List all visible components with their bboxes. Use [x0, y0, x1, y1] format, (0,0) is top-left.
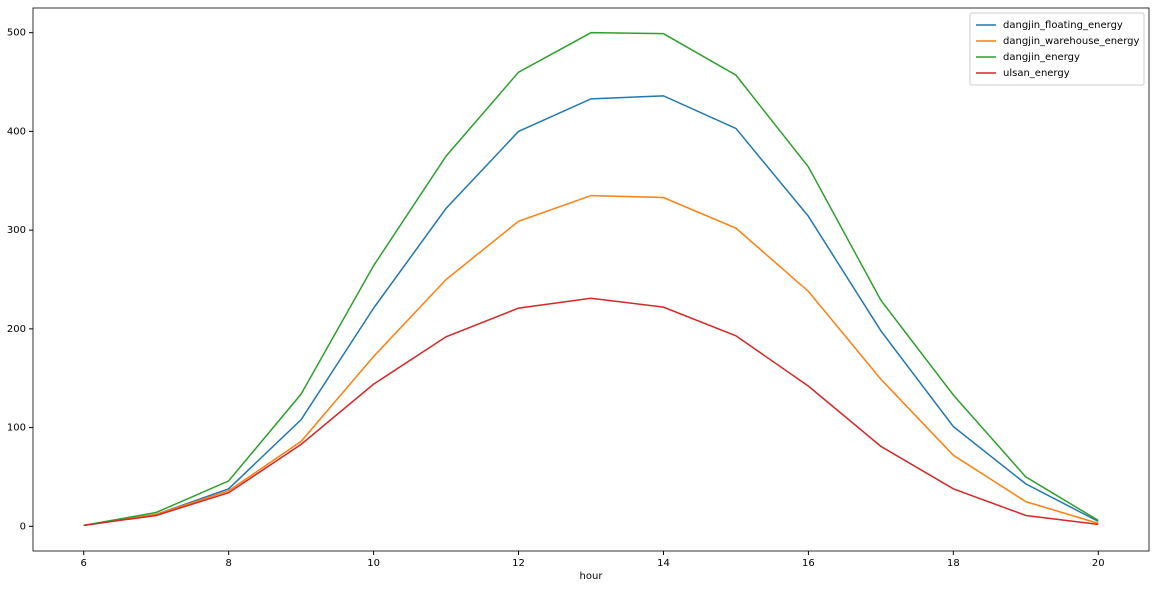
y-tick-label: 400 [7, 126, 26, 137]
legend-box [969, 12, 1145, 86]
y-tick-label: 500 [7, 28, 26, 39]
y-tick-label: 100 [7, 423, 26, 434]
series-line [83, 194, 1099, 527]
series-line [83, 95, 1099, 527]
x-tick-label: 16 [802, 558, 815, 569]
series-line [83, 31, 1099, 527]
y-tick-label: 300 [7, 225, 26, 236]
x-tick-label: 6 [81, 558, 87, 569]
y-tick-label: 0 [20, 521, 26, 532]
plot-frame [32, 7, 1150, 552]
y-tick-label: 200 [7, 324, 26, 335]
x-tick-label: 18 [947, 558, 960, 569]
legend-label: dangjin_floating_energy [1003, 20, 1123, 31]
x-tick-label: 12 [512, 558, 525, 569]
x-axis-label: hour [580, 571, 604, 582]
x-tick-label: 14 [657, 558, 670, 569]
legend: dangjin_floating_energy dangjin_warehouse… [969, 12, 1145, 86]
legend-label: dangjin_energy [1003, 52, 1080, 63]
legend-label: dangjin_warehouse_energy [1003, 36, 1139, 47]
legend-label: ulsan_energy [1003, 68, 1070, 79]
x-tick-label: 20 [1092, 558, 1105, 569]
series-line [83, 297, 1099, 527]
x-tick-label: 8 [225, 558, 231, 569]
x-tick-label: 10 [367, 558, 380, 569]
